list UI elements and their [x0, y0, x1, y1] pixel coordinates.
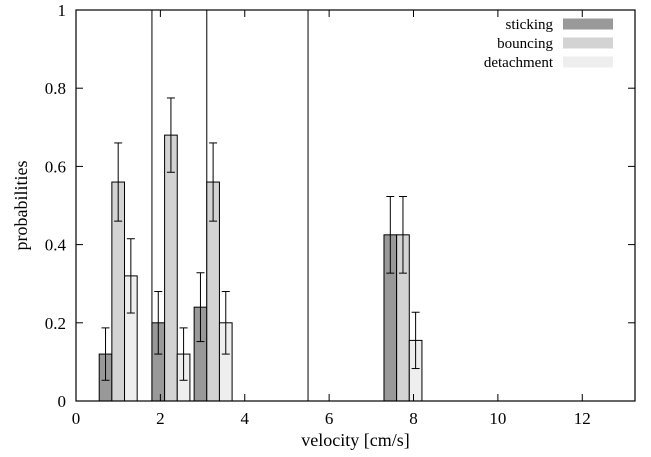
y-tick-labels: 0 0.2 0.4 0.6 0.8 1 [45, 1, 67, 411]
x-tick-label-4: 8 [409, 409, 418, 428]
error-bar-bouncing-1 [166, 97, 175, 173]
legend-label-detachment: detachment [484, 55, 554, 71]
x-tick-label-2: 4 [241, 409, 250, 428]
x-tick-label-1: 2 [156, 409, 165, 428]
error-bar-bouncing-3 [398, 196, 407, 274]
x-tick-label-5: 10 [489, 409, 506, 428]
x-tick-label-0: 0 [72, 409, 81, 428]
error-bar-sticking-0 [101, 327, 110, 381]
x-tick-label-3: 6 [325, 409, 334, 428]
x-axis-label: velocity [cm/s] [301, 430, 409, 450]
error-bar-bouncing-2 [209, 142, 218, 222]
error-bar-bouncing-0 [114, 142, 123, 222]
error-bar-detachment-2 [221, 291, 230, 355]
legend-swatch-detachment [563, 56, 613, 68]
axis-ticks [75, 9, 635, 402]
legend-item-sticking: sticking [506, 17, 613, 33]
y-tick-label-2: 0.4 [45, 236, 67, 255]
legend-label-sticking: sticking [506, 17, 554, 33]
y-tick-label-4: 0.8 [45, 79, 66, 98]
x-tick-label-6: 12 [574, 409, 591, 428]
legend-swatch-bouncing [563, 37, 613, 49]
error-bar-detachment-3 [411, 311, 420, 370]
error-bar-sticking-1 [154, 291, 163, 355]
legend-item-detachment: detachment [484, 55, 613, 71]
error-bar-detachment-1 [179, 327, 188, 381]
y-tick-label-5: 1 [58, 1, 67, 20]
bar-bouncing-1 [164, 134, 178, 402]
legend-item-bouncing: bouncing [497, 36, 613, 52]
legend: sticking bouncing detachment [484, 17, 613, 71]
error-bar-sticking-2 [196, 272, 205, 343]
x-tick-labels: 0 2 4 6 8 10 12 [72, 409, 591, 428]
plot-frame [75, 9, 636, 402]
y-axis-label: probabilities [11, 161, 31, 251]
bars [98, 134, 423, 402]
y-tick-label-0: 0 [58, 392, 67, 411]
y-tick-label-1: 0.2 [45, 314, 66, 333]
error-bar-detachment-0 [126, 238, 135, 314]
legend-label-bouncing: bouncing [497, 36, 553, 52]
y-tick-label-3: 0.6 [45, 157, 66, 176]
error-bars [101, 97, 420, 381]
legend-swatch-sticking [563, 18, 613, 30]
error-bar-sticking-3 [386, 196, 395, 274]
